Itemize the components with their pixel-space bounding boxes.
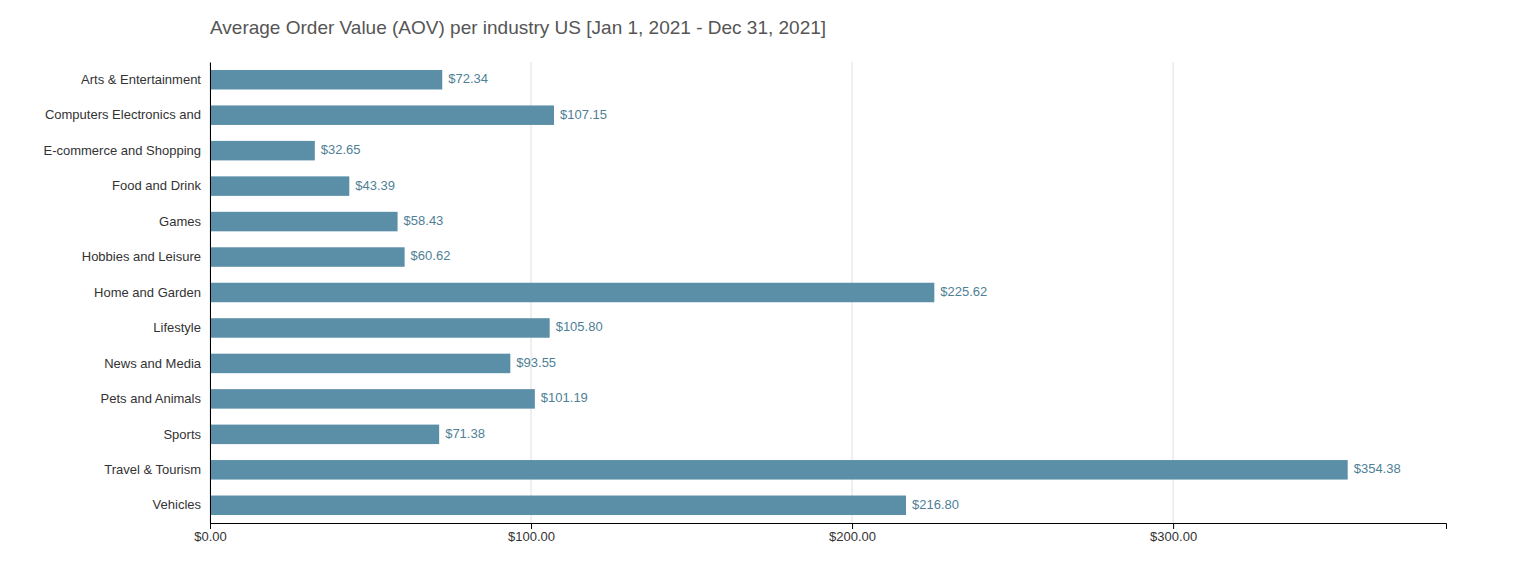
tick-label: Arts & Entertainment xyxy=(81,72,201,87)
tick: Sports xyxy=(163,427,201,442)
tick-mark xyxy=(1173,523,1174,529)
tick-label: Lifestyle xyxy=(153,320,201,335)
bar xyxy=(210,176,349,196)
tick: $300.00 xyxy=(1150,523,1197,544)
data-label: $60.62 xyxy=(411,248,451,263)
tick: $200.00 xyxy=(829,523,876,544)
tick: $0.00 xyxy=(194,523,227,544)
bar xyxy=(210,389,535,409)
tick-mark xyxy=(852,523,853,529)
data-label: $216.80 xyxy=(912,497,959,512)
tick-label: Games xyxy=(159,214,201,229)
tick-label: $200.00 xyxy=(829,529,876,544)
bar xyxy=(210,283,934,303)
data-label: $58.43 xyxy=(404,213,444,228)
data-label: $72.34 xyxy=(448,71,488,86)
bar xyxy=(210,247,405,267)
tick-label: $100.00 xyxy=(508,529,555,544)
bar xyxy=(210,318,550,338)
grid-line xyxy=(1173,62,1174,523)
data-label: $105.80 xyxy=(556,319,603,334)
tick-label: Food and Drink xyxy=(112,178,201,193)
tick-label: $0.00 xyxy=(194,529,227,544)
tick-mark xyxy=(210,523,211,529)
grid-line xyxy=(210,62,211,523)
axis-line xyxy=(211,524,1447,530)
bars xyxy=(210,70,1348,515)
tick-label: Travel & Tourism xyxy=(104,462,201,477)
tick-label: News and Media xyxy=(104,356,202,371)
tick: Home and Garden xyxy=(94,285,201,300)
tick-label: Vehicles xyxy=(153,497,202,512)
data-label: $43.39 xyxy=(355,178,395,193)
tick: Pets and Animals xyxy=(101,391,202,406)
data-label: $93.55 xyxy=(516,355,556,370)
x-axis: $0.00 $100.00 $200.00 $300.00 xyxy=(194,523,1446,544)
chart: $0.00 $100.00 $200.00 $300.00 Arts & Enterta… xyxy=(0,0,1536,563)
tick-label: Pets and Animals xyxy=(101,391,202,406)
tick-label: E-commerce and Shopping xyxy=(43,143,201,158)
tick: Travel & Tourism xyxy=(104,462,201,477)
tick: Arts & Entertainment xyxy=(81,72,201,87)
data-label: $71.38 xyxy=(445,426,485,441)
tick: E-commerce and Shopping xyxy=(43,143,201,158)
bar xyxy=(210,70,442,90)
bar xyxy=(210,212,398,232)
tick-label: Home and Garden xyxy=(94,285,201,300)
tick-label: Sports xyxy=(163,427,201,442)
bar xyxy=(210,425,439,445)
tick-mark xyxy=(531,523,532,529)
grid xyxy=(210,62,1173,523)
tick-label: Hobbies and Leisure xyxy=(82,249,201,264)
data-label: $101.19 xyxy=(541,390,588,405)
y-axis: Arts & Entertainment Computers Electronic… xyxy=(43,63,210,524)
tick: News and Media xyxy=(104,356,202,371)
tick: Food and Drink xyxy=(112,178,201,193)
tick: Games xyxy=(159,214,201,229)
data-label: $225.62 xyxy=(940,284,987,299)
bar xyxy=(210,354,510,374)
axis-line xyxy=(210,63,211,524)
bar xyxy=(210,141,315,161)
data-label: $32.65 xyxy=(321,142,361,157)
bar xyxy=(210,496,906,516)
data-labels: $72.34 $107.15 $32.65 $43.39 $58.43 $60.62 $22… xyxy=(321,71,1401,512)
tick-label: $300.00 xyxy=(1150,529,1197,544)
tick: Vehicles xyxy=(153,497,202,512)
tick: Hobbies and Leisure xyxy=(82,249,201,264)
data-label: $107.15 xyxy=(560,107,607,122)
plot: $0.00 $100.00 $200.00 $300.00 Arts & Enterta… xyxy=(43,62,1446,544)
bar xyxy=(210,105,554,125)
tick: Lifestyle xyxy=(153,320,201,335)
title: Average Order Value (AOV) per industry U… xyxy=(210,17,826,38)
tick-label: Computers Electronics and xyxy=(45,107,201,122)
chart-container: $0.00 $100.00 $200.00 $300.00 Arts & Enterta… xyxy=(0,0,1536,563)
tick: $100.00 xyxy=(508,523,555,544)
bar xyxy=(210,460,1348,480)
data-label: $354.38 xyxy=(1354,461,1401,476)
tick: Computers Electronics and xyxy=(45,107,201,122)
